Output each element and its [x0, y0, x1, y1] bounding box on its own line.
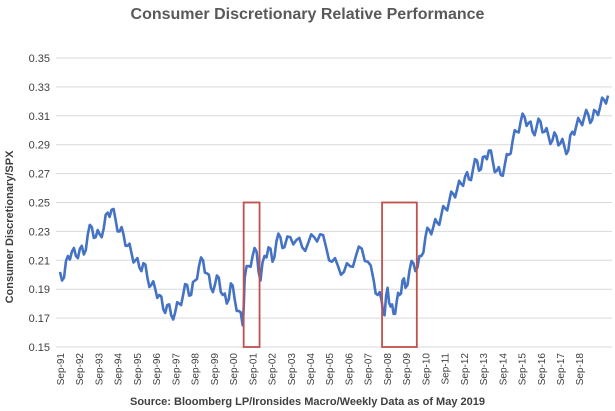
y-tick-label: 0.35 — [29, 53, 50, 65]
x-tick-label: Sep-93 — [94, 353, 105, 386]
y-tick-label: 0.27 — [29, 169, 50, 181]
x-tick-label: Sep-14 — [498, 353, 509, 386]
y-tick-label: 0.23 — [29, 226, 50, 238]
x-tick-label: Sep-18 — [575, 353, 586, 386]
y-axis-label: Consumer Discretionary/SPX — [4, 150, 16, 303]
y-tick-label: 0.17 — [29, 313, 50, 325]
y-tick-label: 0.33 — [29, 82, 50, 94]
x-tick-label: Sep-98 — [191, 353, 202, 386]
x-tick-label: Sep-07 — [364, 353, 375, 386]
x-tick-label: Sep-97 — [171, 353, 182, 386]
y-tick-label: 0.31 — [29, 111, 50, 123]
y-tick-label: 0.25 — [29, 198, 50, 210]
x-tick-label: Sep-15 — [518, 353, 529, 386]
x-tick-label: Sep-04 — [306, 353, 317, 386]
x-axis-ticks: Sep-91 Sep-92 Sep-93 Sep-94 Sep-95 Sep-96 Sep-… — [56, 353, 586, 386]
y-tick-label: 0.19 — [29, 284, 50, 296]
x-tick-label: Sep-02 — [268, 353, 279, 386]
x-tick-label: Sep-08 — [383, 353, 394, 386]
x-tick-label: Sep-06 — [344, 353, 355, 386]
x-tick-label: Sep-11 — [441, 353, 452, 385]
x-tick-label: Sep-92 — [75, 353, 86, 386]
y-axis-ticks: 0.15 0.17 0.19 0.21 0.23 0.25 0.27 0.29 0.31 0.33… — [29, 53, 50, 354]
y-tick-label: 0.21 — [29, 255, 50, 267]
x-tick-label: Sep-96 — [152, 353, 163, 386]
highlight-box — [381, 201, 418, 348]
series-line — [58, 95, 610, 327]
x-tick-label: Sep-17 — [556, 353, 567, 386]
x-tick-label: Sep-91 — [56, 353, 67, 386]
y-tick-label: 0.29 — [29, 140, 50, 152]
x-tick-label: Sep-00 — [229, 353, 240, 386]
x-tick-label: Sep-16 — [537, 353, 548, 386]
series-layer — [58, 95, 610, 327]
highlight-box — [242, 201, 261, 348]
x-tick-label: Sep-95 — [133, 353, 144, 386]
x-tick-label: Sep-13 — [479, 353, 490, 386]
grid-lines — [56, 57, 612, 348]
highlight-boxes — [242, 201, 418, 348]
y-tick-label: 0.15 — [29, 342, 50, 354]
x-tick-label: Sep-10 — [421, 353, 432, 386]
x-tick-label: Sep-01 — [248, 353, 259, 386]
x-tick-label: Sep-03 — [287, 353, 298, 386]
chart-title: Consumer Discretionary Relative Performa… — [130, 6, 485, 23]
x-tick-label: Sep-94 — [114, 353, 125, 386]
chart-source-note: Source: Bloomberg LP/Ironsides Macro/Wee… — [130, 396, 485, 408]
x-tick-label: Sep-12 — [460, 353, 471, 386]
x-tick-label: Sep-05 — [325, 353, 336, 386]
x-tick-label: Sep-99 — [210, 353, 221, 386]
x-tick-label: Sep-09 — [402, 353, 413, 386]
